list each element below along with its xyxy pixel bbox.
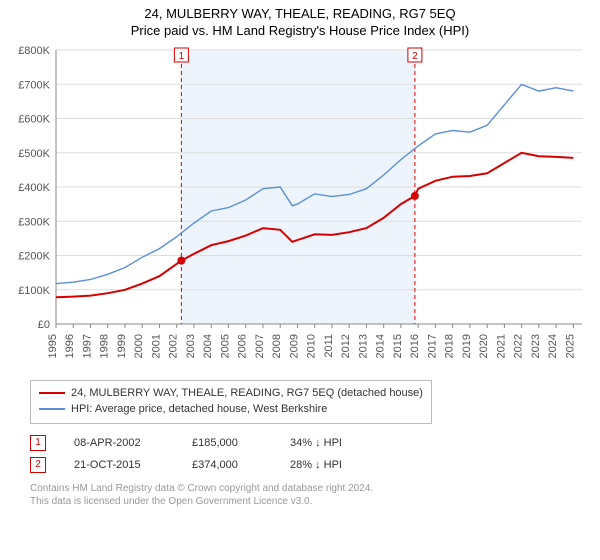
xtick-label: 1995 <box>47 334 59 358</box>
legend: 24, MULBERRY WAY, THEALE, READING, RG7 5… <box>30 380 432 424</box>
footer-line1: Contains HM Land Registry data © Crown c… <box>30 482 590 495</box>
legend-label: HPI: Average price, detached house, West… <box>71 401 327 417</box>
event-price: £374,000 <box>192 454 262 476</box>
event-price: £185,000 <box>192 432 262 454</box>
xtick-label: 2024 <box>547 334 559 358</box>
event-date: 08-APR-2002 <box>74 432 164 454</box>
xtick-label: 2014 <box>375 334 387 358</box>
xtick-label: 1996 <box>64 334 76 358</box>
event-marker-label: 1 <box>179 51 185 62</box>
xtick-label: 2018 <box>444 334 456 358</box>
ytick-label: £600K <box>18 114 50 126</box>
ytick-label: £100K <box>18 285 50 297</box>
footer-line2: This data is licensed under the Open Gov… <box>30 495 590 508</box>
xtick-label: 2006 <box>237 334 249 358</box>
event-marker-label: 2 <box>412 51 418 62</box>
xtick-label: 2010 <box>306 334 318 358</box>
xtick-label: 2022 <box>513 334 525 358</box>
ytick-label: £500K <box>18 148 50 160</box>
event-delta: 28% ↓ HPI <box>290 454 342 476</box>
legend-swatch <box>39 408 65 410</box>
xtick-label: 2009 <box>288 334 300 358</box>
xtick-label: 2003 <box>185 334 197 358</box>
event-row: 1 08-APR-2002 £185,000 34% ↓ HPI <box>30 432 590 454</box>
xtick-label: 2011 <box>323 334 335 358</box>
ytick-label: £800K <box>18 45 50 57</box>
ytick-label: £400K <box>18 182 50 194</box>
xtick-label: 2004 <box>202 334 214 358</box>
events-table: 1 08-APR-2002 £185,000 34% ↓ HPI 2 21-OCT-201… <box>30 432 590 476</box>
event-marker: 2 <box>30 457 46 473</box>
ytick-label: £0 <box>38 319 50 331</box>
xtick-label: 2000 <box>133 334 145 358</box>
ytick-label: £300K <box>18 216 50 228</box>
legend-label: 24, MULBERRY WAY, THEALE, READING, RG7 5… <box>71 385 423 401</box>
xtick-label: 2007 <box>254 334 266 358</box>
xtick-label: 2020 <box>478 334 490 358</box>
xtick-label: 2021 <box>495 334 507 358</box>
xtick-label: 2015 <box>392 334 404 358</box>
title-block: 24, MULBERRY WAY, THEALE, READING, RG7 5… <box>0 0 600 38</box>
xtick-label: 2012 <box>340 334 352 358</box>
series-marker <box>411 192 419 200</box>
event-date: 21-OCT-2015 <box>74 454 164 476</box>
page: 24, MULBERRY WAY, THEALE, READING, RG7 5… <box>0 0 600 514</box>
ytick-label: £200K <box>18 251 50 263</box>
xtick-label: 2001 <box>150 334 162 358</box>
xtick-label: 2008 <box>271 334 283 358</box>
xtick-label: 2016 <box>409 334 421 358</box>
xtick-label: 2017 <box>426 334 438 358</box>
legend-swatch <box>39 392 65 394</box>
xtick-label: 2025 <box>564 334 576 358</box>
xtick-label: 2013 <box>357 334 369 358</box>
event-row: 2 21-OCT-2015 £374,000 28% ↓ HPI <box>30 454 590 476</box>
xtick-label: 1997 <box>81 334 93 358</box>
title-line1: 24, MULBERRY WAY, THEALE, READING, RG7 5… <box>0 6 600 21</box>
event-delta: 34% ↓ HPI <box>290 432 342 454</box>
xtick-label: 2019 <box>461 334 473 358</box>
xtick-label: 1998 <box>99 334 111 358</box>
xtick-label: 2005 <box>219 334 231 358</box>
legend-row: HPI: Average price, detached house, West… <box>39 401 423 417</box>
legend-row: 24, MULBERRY WAY, THEALE, READING, RG7 5… <box>39 385 423 401</box>
chart-svg: £0 £100K £200K £300K £400K £500K £600K £700K £80… <box>10 44 590 374</box>
footer: Contains HM Land Registry data © Crown c… <box>30 482 590 514</box>
xtick-label: 1999 <box>116 334 128 358</box>
event-marker: 1 <box>30 435 46 451</box>
xtick-label: 2002 <box>168 334 180 358</box>
chart: £0 £100K £200K £300K £400K £500K £600K £700K £80… <box>10 44 590 374</box>
series-marker <box>177 257 185 265</box>
ytick-label: £700K <box>18 79 50 91</box>
xtick-label: 2023 <box>530 334 542 358</box>
title-line2: Price paid vs. HM Land Registry's House … <box>0 23 600 38</box>
